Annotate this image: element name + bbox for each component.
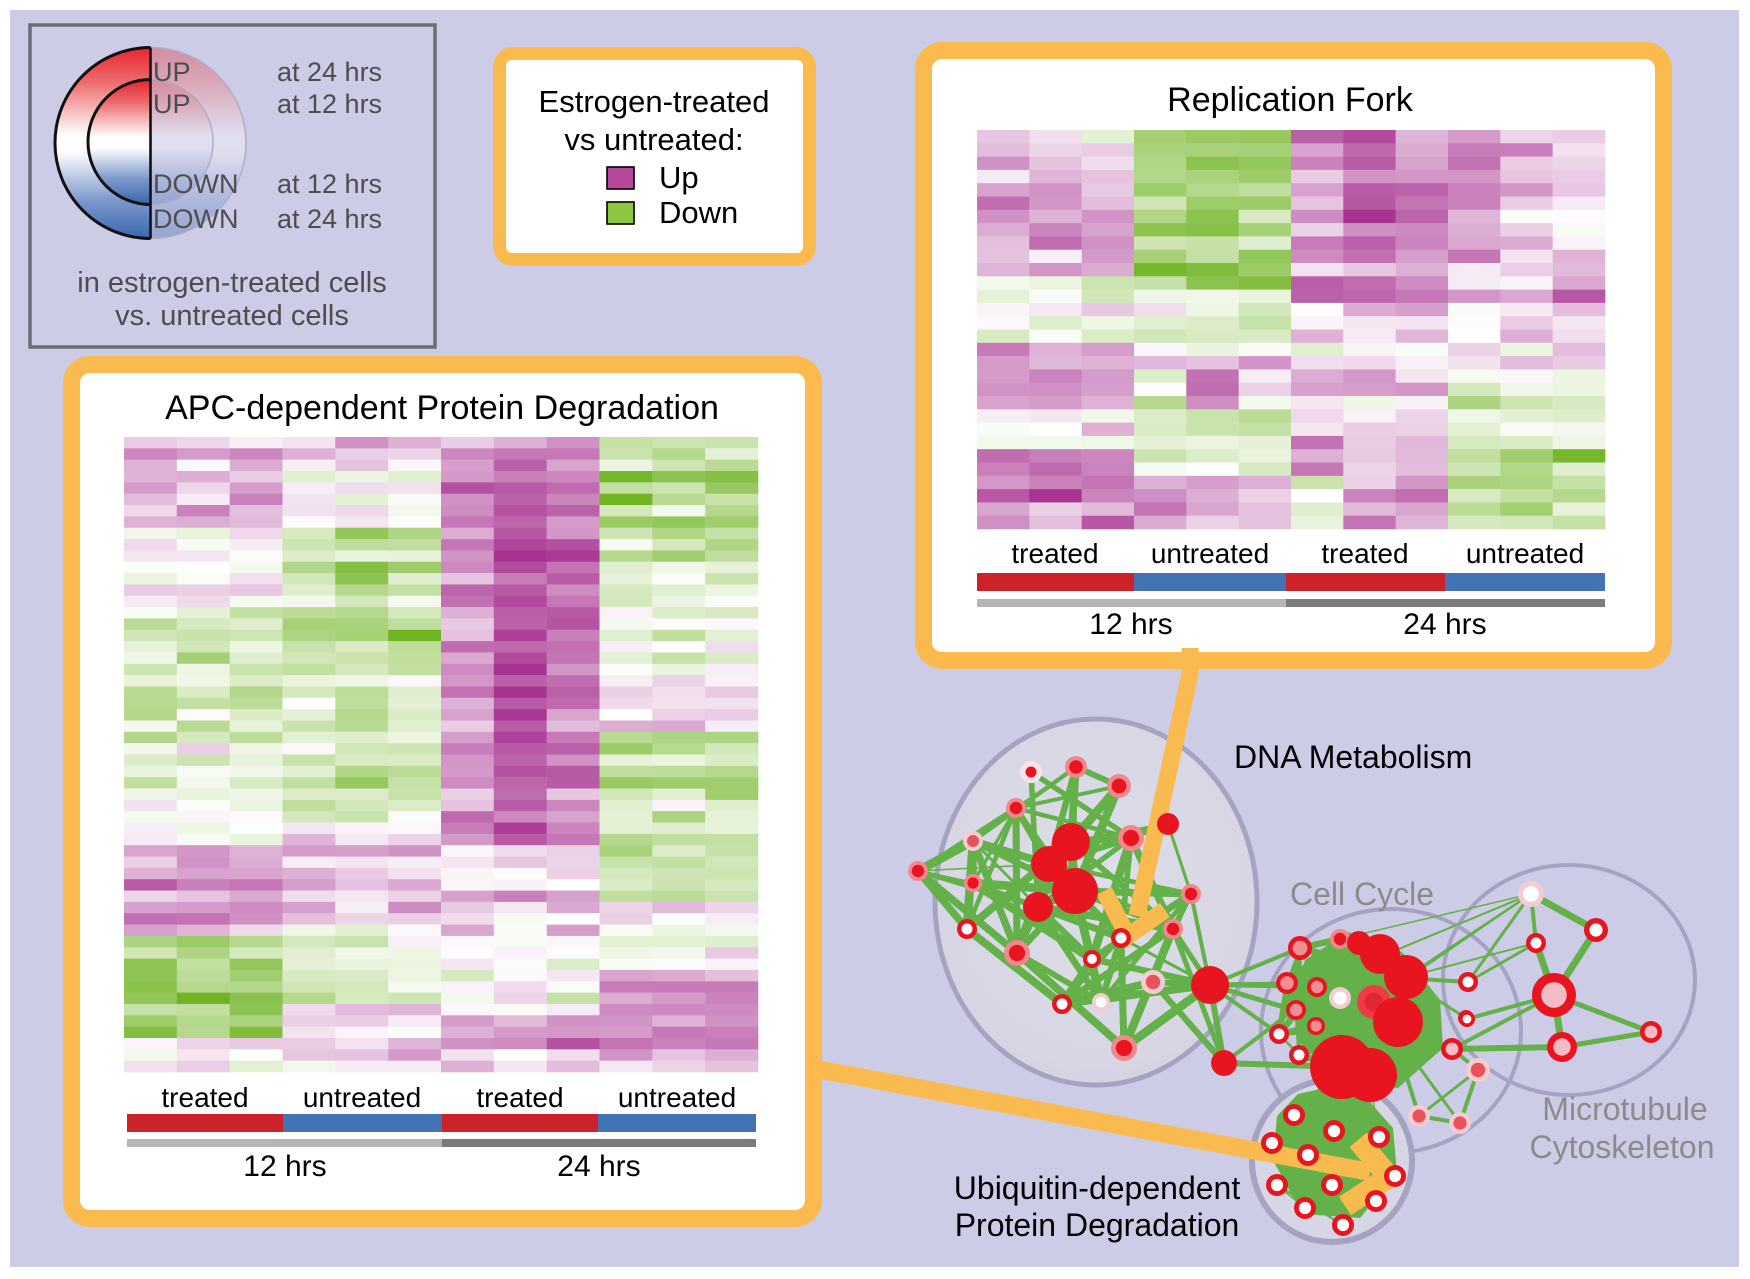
svg-text:24 hrs: 24 hrs (1403, 608, 1486, 641)
svg-text:at 12 hrs: at 12 hrs (277, 169, 382, 199)
svg-text:treated: treated (161, 1082, 248, 1113)
svg-text:untreated: untreated (1466, 538, 1584, 569)
svg-text:UP: UP (153, 57, 191, 87)
svg-text:Microtubule: Microtubule (1542, 1091, 1707, 1127)
svg-text:untreated: untreated (1151, 538, 1269, 569)
svg-text:treated: treated (1011, 538, 1098, 569)
svg-text:UP: UP (153, 89, 191, 119)
svg-text:Estrogen-treated: Estrogen-treated (539, 84, 770, 119)
svg-text:Up: Up (659, 160, 699, 195)
svg-text:12 hrs: 12 hrs (1089, 608, 1172, 641)
svg-text:untreated: untreated (618, 1082, 736, 1113)
svg-text:treated: treated (476, 1082, 563, 1113)
svg-text:untreated: untreated (303, 1082, 421, 1113)
svg-text:Cell Cycle: Cell Cycle (1290, 876, 1434, 912)
svg-text:DNA Metabolism: DNA Metabolism (1234, 739, 1472, 775)
svg-text:APC-dependent Protein Degradat: APC-dependent Protein Degradation (165, 389, 719, 427)
svg-text:Ubiquitin-dependent: Ubiquitin-dependent (954, 1170, 1241, 1206)
svg-text:Replication Fork: Replication Fork (1167, 81, 1414, 119)
svg-text:treated: treated (1321, 538, 1408, 569)
svg-text:12 hrs: 12 hrs (243, 1150, 326, 1183)
svg-text:vs untreated:: vs untreated: (564, 122, 743, 157)
svg-text:at 24 hrs: at 24 hrs (277, 57, 382, 87)
svg-text:vs. untreated cells: vs. untreated cells (115, 300, 349, 332)
svg-text:DOWN: DOWN (153, 169, 238, 199)
svg-text:in estrogen-treated cells: in estrogen-treated cells (77, 267, 387, 299)
svg-text:Cytoskeleton: Cytoskeleton (1530, 1129, 1715, 1165)
svg-text:at 12 hrs: at 12 hrs (277, 89, 382, 119)
svg-text:Protein Degradation: Protein Degradation (955, 1207, 1240, 1243)
svg-text:at 24 hrs: at 24 hrs (277, 204, 382, 234)
svg-text:DOWN: DOWN (153, 204, 238, 234)
svg-text:Down: Down (659, 195, 738, 230)
svg-text:24 hrs: 24 hrs (557, 1150, 640, 1183)
